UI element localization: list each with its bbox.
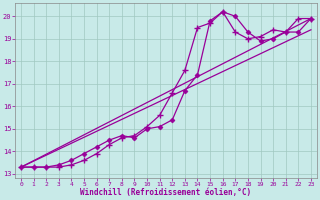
X-axis label: Windchill (Refroidissement éolien,°C): Windchill (Refroidissement éolien,°C)	[80, 188, 252, 197]
